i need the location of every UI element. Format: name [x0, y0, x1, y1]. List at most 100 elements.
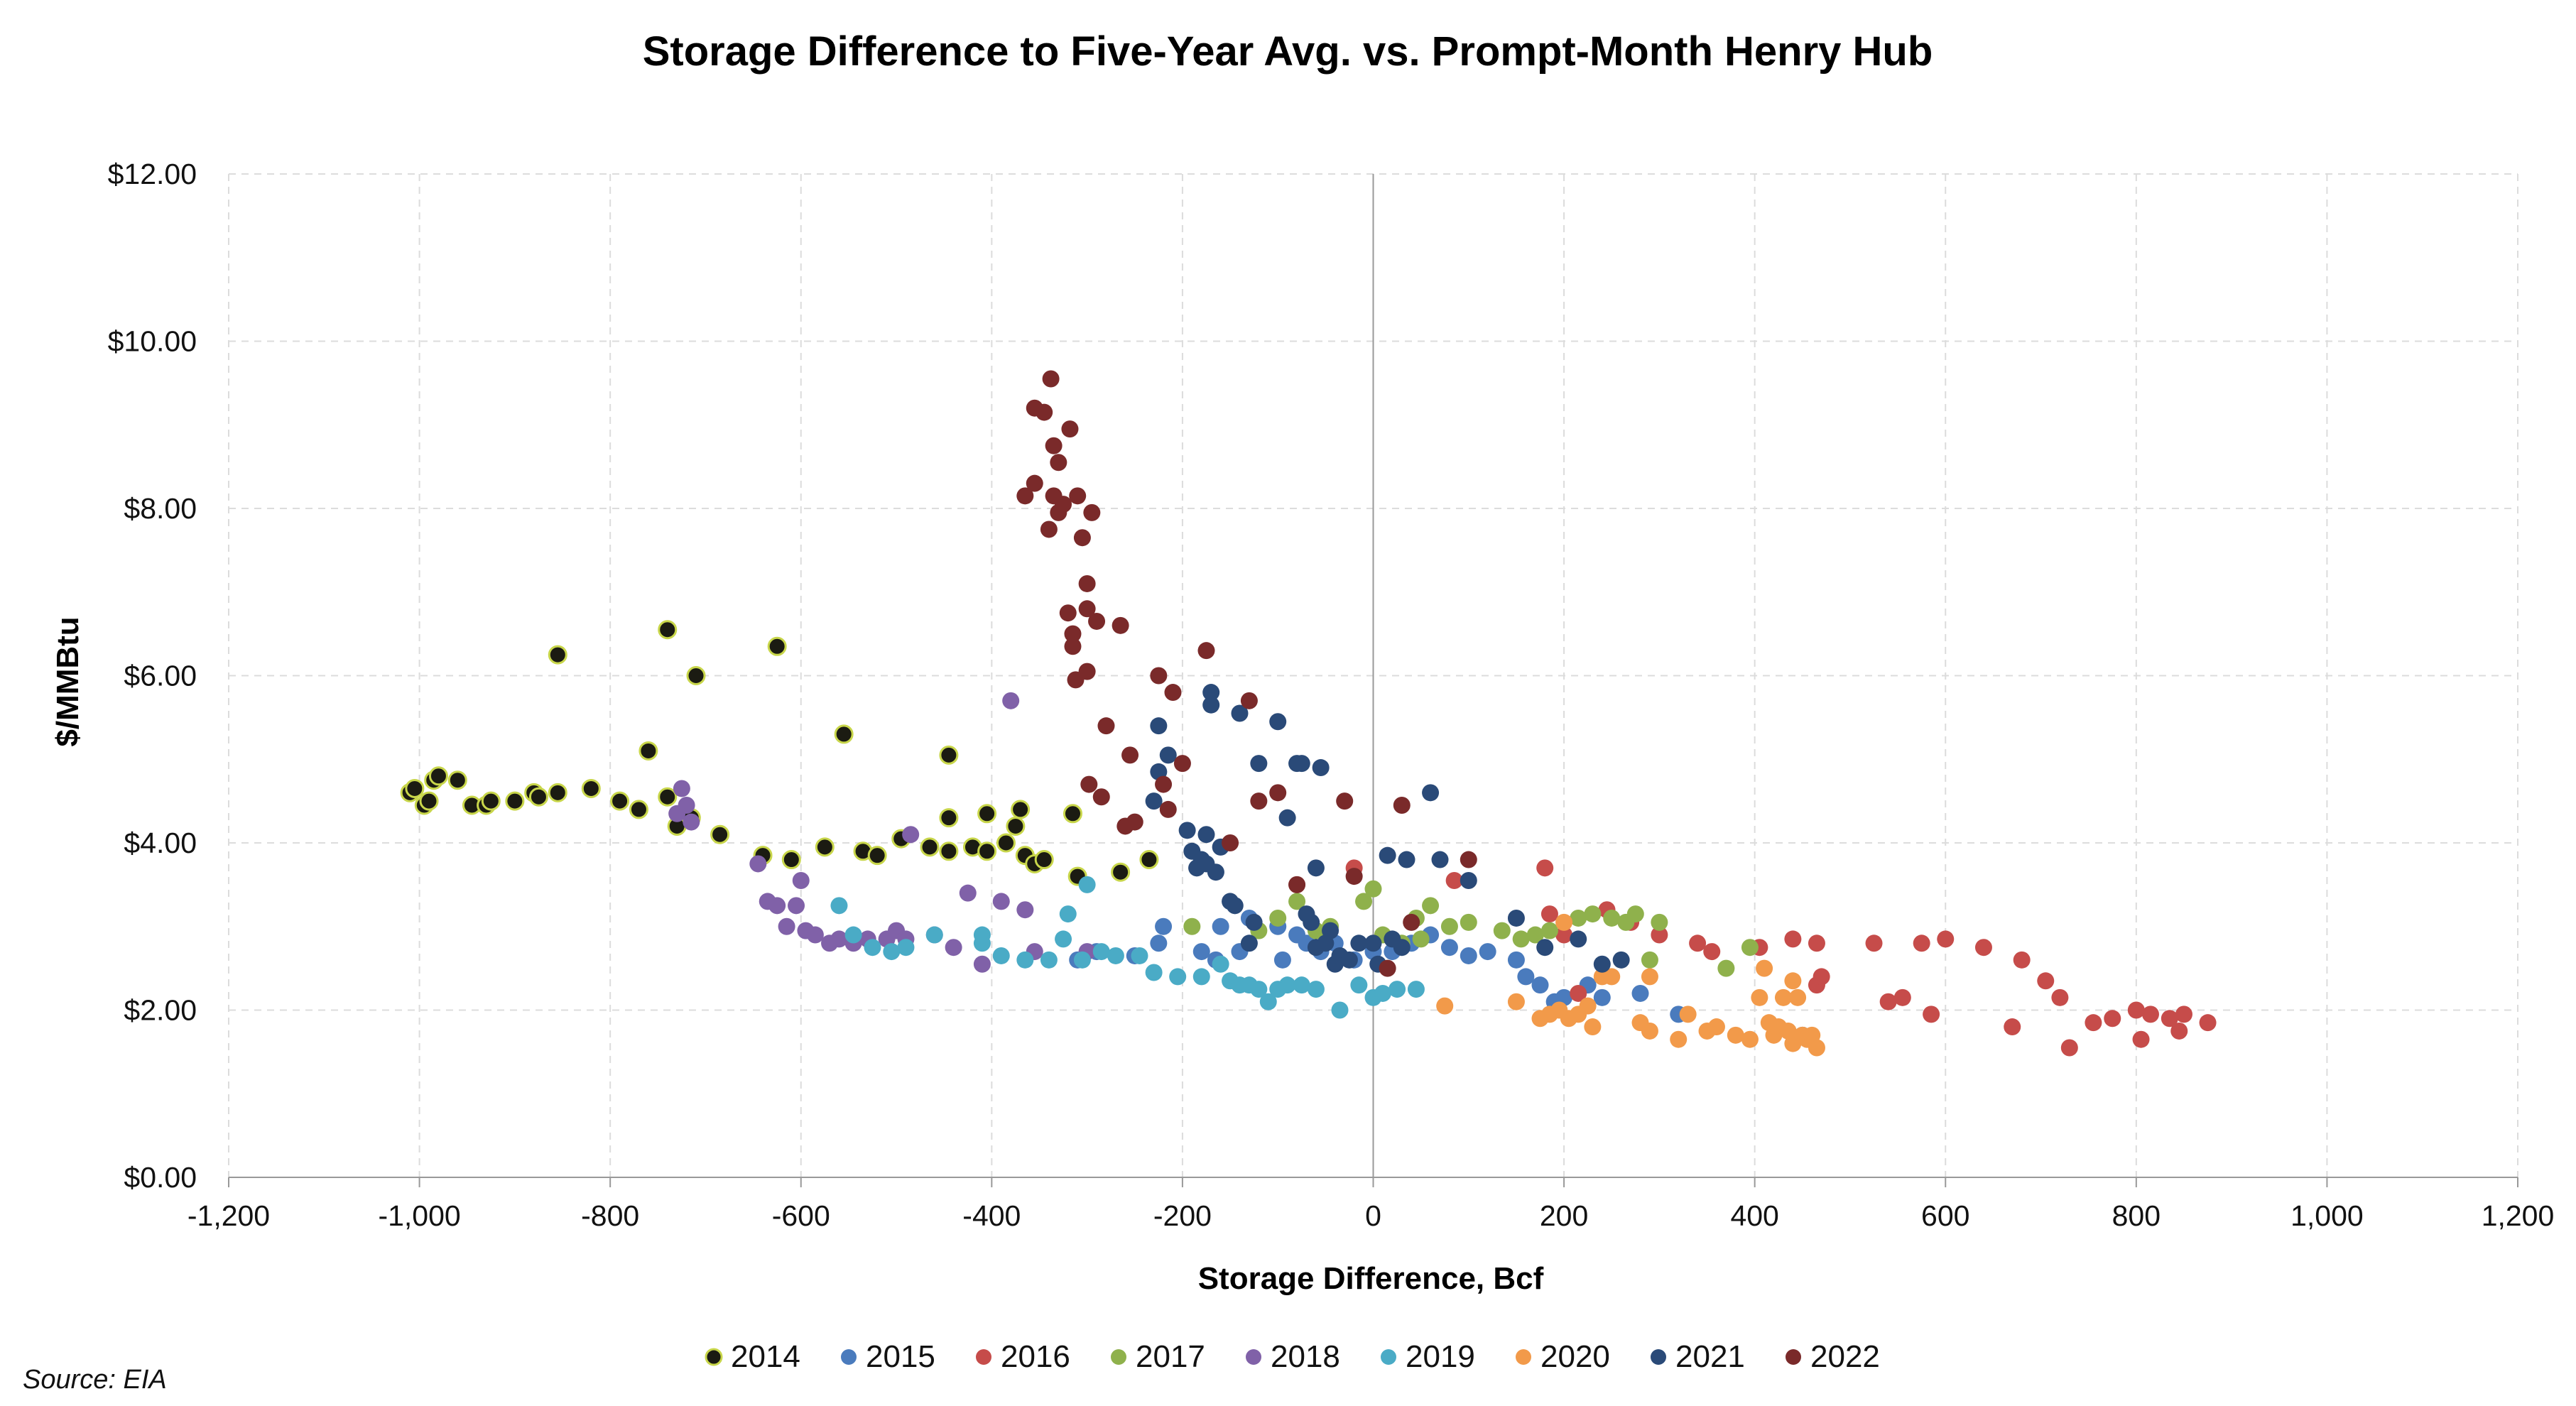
data-point-2015	[1507, 951, 1525, 969]
data-point-2014	[447, 770, 467, 790]
y-tick-label: $6.00	[124, 660, 197, 692]
legend-marker-2017	[1111, 1349, 1126, 1365]
data-point-2018	[992, 893, 1010, 910]
data-point-2019	[973, 926, 991, 944]
data-point-2020	[1670, 1030, 1688, 1048]
data-point-2019	[1073, 951, 1091, 969]
data-point-2014	[1139, 850, 1159, 870]
data-point-2018	[902, 826, 920, 844]
x-tick-label: -600	[772, 1199, 830, 1232]
data-point-2021	[1364, 934, 1382, 952]
legend-label-2022: 2022	[1810, 1339, 1880, 1374]
data-point-2016	[2085, 1014, 2102, 1032]
x-tick-label: 200	[1540, 1199, 1588, 1232]
x-tick-label: -1,000	[378, 1199, 460, 1232]
data-point-2019	[1016, 951, 1034, 969]
data-point-2022	[1150, 667, 1168, 685]
data-point-2021	[1293, 755, 1310, 773]
data-point-2022	[1078, 600, 1096, 618]
data-point-2016	[2170, 1022, 2188, 1040]
data-point-2022	[1042, 370, 1060, 388]
data-point-2017	[1364, 880, 1382, 898]
data-point-2016	[1703, 943, 1721, 961]
data-point-2014	[710, 824, 730, 844]
data-point-2018	[830, 930, 848, 948]
data-point-2019	[1388, 981, 1406, 998]
legend-marker-2022	[1786, 1349, 1801, 1365]
data-point-2020	[1741, 1030, 1759, 1048]
data-points	[400, 370, 2217, 1057]
data-point-2014	[686, 666, 706, 685]
data-point-2020	[1727, 1026, 1744, 1044]
legend-label-2015: 2015	[866, 1339, 935, 1374]
x-axis-title: Storage Difference, Bcf	[1198, 1261, 1544, 1296]
data-point-2016	[1570, 984, 1587, 1002]
data-point-2016	[1879, 993, 1897, 1010]
data-point-2015	[1517, 968, 1535, 986]
data-point-2022	[1155, 775, 1173, 793]
x-tick-label: 1,200	[2482, 1199, 2555, 1232]
legend-label-2020: 2020	[1540, 1339, 1610, 1374]
legend: 2014 2015 2016 2017 2018 2019 2020 2021 2022	[705, 1339, 1880, 1374]
data-point-2021	[1178, 822, 1196, 839]
data-point-2019	[1212, 955, 1229, 973]
data-point-2020	[1579, 997, 1597, 1015]
data-point-2021	[1340, 951, 1358, 969]
data-point-2014	[1034, 850, 1054, 870]
x-tick-label: 0	[1365, 1199, 1381, 1232]
data-point-2016	[2132, 1030, 2150, 1048]
data-point-2017	[1717, 959, 1735, 977]
data-point-2022	[1050, 454, 1067, 472]
data-point-2021	[1507, 909, 1525, 927]
legend-label-2017: 2017	[1136, 1339, 1205, 1374]
data-point-2020	[1751, 988, 1768, 1006]
data-point-2018	[806, 926, 824, 944]
data-point-2021	[1150, 717, 1168, 735]
data-point-2020	[1789, 988, 1807, 1006]
x-tick-label: 600	[1921, 1199, 1969, 1232]
y-tick-label: $8.00	[124, 492, 197, 525]
data-point-2015	[1192, 943, 1210, 961]
data-point-2019	[1259, 993, 1277, 1010]
data-point-2014	[581, 778, 601, 798]
data-point-2016	[2104, 1010, 2121, 1028]
data-point-2021	[1240, 934, 1258, 952]
data-point-2015	[1593, 988, 1611, 1006]
data-point-2019	[1169, 968, 1187, 986]
data-point-2017	[1641, 951, 1658, 969]
data-point-2017	[1440, 917, 1458, 935]
data-point-2014	[481, 791, 501, 811]
data-point-2018	[778, 917, 795, 935]
data-point-2015	[1460, 947, 1477, 964]
data-point-2020	[1808, 1039, 1825, 1057]
data-point-2017	[1540, 922, 1558, 939]
data-point-2022	[1112, 616, 1129, 634]
x-tick-label: 1,000	[2290, 1199, 2364, 1232]
data-point-2021	[1431, 851, 1449, 868]
data-point-2022	[1403, 913, 1420, 931]
data-point-2022	[1250, 792, 1268, 810]
y-tick-label: $10.00	[108, 325, 197, 358]
data-point-2021	[1312, 759, 1330, 777]
data-point-2021	[1536, 939, 1554, 957]
y-axis-title: $/MMBtu	[50, 616, 85, 746]
data-point-2021	[1269, 713, 1287, 731]
data-point-2017	[1183, 917, 1201, 935]
data-point-2019	[1192, 968, 1210, 986]
data-point-2019	[1307, 981, 1325, 998]
data-point-2022	[1088, 612, 1106, 630]
data-point-2016	[2051, 988, 2069, 1006]
y-tick-label: $4.00	[124, 827, 197, 859]
data-point-2018	[973, 955, 991, 973]
data-point-2014	[939, 841, 959, 861]
legend-marker-2019	[1381, 1349, 1396, 1365]
data-point-2020	[1641, 968, 1658, 986]
data-point-2019	[1092, 943, 1110, 961]
data-point-2021	[1307, 859, 1325, 877]
data-point-2014	[638, 741, 658, 761]
data-point-2022	[1078, 574, 1096, 592]
data-point-2015	[1273, 951, 1291, 969]
data-point-2021	[1612, 951, 1630, 969]
data-point-2020	[1707, 1018, 1725, 1036]
